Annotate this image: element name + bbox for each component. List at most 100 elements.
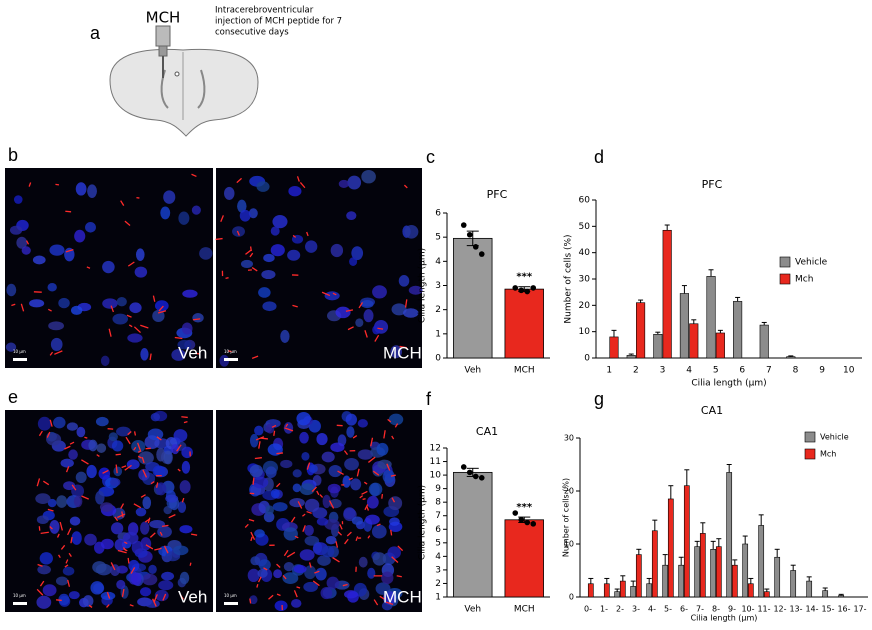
nucleus: [344, 458, 359, 470]
bar: [636, 555, 641, 597]
nucleus: [293, 469, 302, 477]
x-tick-label: 17-: [853, 605, 866, 614]
nucleus: [346, 426, 354, 437]
bar: [680, 293, 689, 358]
nucleus: [155, 300, 169, 311]
nucleus: [116, 427, 131, 437]
error-bar: [759, 515, 764, 526]
bar: [759, 525, 764, 597]
nucleus: [192, 205, 201, 214]
y-tick-label: 40: [579, 248, 591, 258]
nucleus: [326, 536, 337, 544]
nucleus: [271, 244, 285, 256]
nucleus: [399, 275, 410, 287]
bar: [679, 565, 684, 597]
data-point: [461, 464, 467, 470]
y-tick-label: 0: [584, 354, 590, 364]
error-bar: [735, 297, 740, 301]
x-tick-label: 8: [793, 366, 799, 376]
nucleus: [254, 426, 263, 436]
data-point: [473, 474, 479, 480]
nucleus: [266, 505, 274, 514]
bar: [716, 547, 721, 597]
x-tick-label: MCH: [514, 366, 535, 376]
cilium: [382, 494, 383, 499]
bar: [839, 595, 844, 597]
nucleus: [252, 477, 268, 489]
nucleus: [342, 476, 350, 488]
y-tick-label: 30: [564, 434, 574, 443]
bar: [760, 325, 769, 358]
x-tick-label: 3: [660, 366, 666, 376]
y-tick-label: 10: [579, 327, 591, 337]
nucleus: [131, 572, 141, 585]
cilium: [250, 599, 251, 604]
bar: [791, 571, 796, 598]
nucleus: [36, 596, 51, 609]
nucleus: [364, 309, 374, 322]
cilium: [363, 499, 366, 500]
x-tick-label: 15-: [821, 605, 834, 614]
nucleus: [112, 440, 123, 451]
bar: [505, 520, 544, 597]
nucleus: [349, 257, 357, 266]
nucleus: [142, 496, 151, 509]
nucleus: [199, 247, 212, 260]
nucleus: [257, 569, 267, 578]
nucleus: [280, 460, 292, 468]
nucleus: [116, 580, 125, 589]
bar: [610, 337, 619, 358]
nucleus: [367, 496, 379, 509]
error-bar: [695, 541, 700, 546]
nucleus: [35, 493, 50, 504]
nucleus: [309, 465, 318, 473]
nucleus: [102, 261, 115, 273]
nucleus: [110, 478, 121, 486]
nucleus: [37, 515, 49, 524]
data-point: [524, 289, 530, 295]
legend-swatch: [805, 449, 815, 459]
cilium: [257, 584, 258, 587]
brain-schematic: [110, 26, 258, 136]
nucleus: [83, 595, 94, 607]
nucleus: [305, 240, 317, 253]
bar: [727, 472, 732, 597]
cilium: [255, 458, 262, 459]
bar: [620, 581, 625, 597]
x-tick-label: 9-: [728, 605, 736, 614]
nucleus: [250, 556, 260, 565]
bar: [695, 547, 700, 597]
nucleus: [232, 226, 245, 237]
legend-swatch: [780, 257, 790, 267]
nucleus: [322, 546, 335, 557]
x-tick-label: 6: [739, 366, 745, 376]
x-axis-label: Cilia length (μm): [691, 614, 758, 623]
error-bar: [668, 486, 673, 499]
nucleus: [180, 480, 191, 494]
bar: [707, 276, 716, 358]
scale-bar-label: 10 μm: [13, 349, 26, 354]
x-tick-label: Veh: [464, 366, 481, 376]
nucleus: [240, 210, 251, 222]
error-bar: [807, 577, 812, 581]
nucleus: [76, 427, 85, 438]
nucleus: [101, 356, 110, 366]
bar: [732, 565, 737, 597]
nucleus: [272, 215, 287, 228]
data-point: [467, 232, 473, 238]
nucleus: [369, 483, 383, 496]
bar: [668, 499, 673, 597]
nucleus: [53, 417, 66, 429]
y-tick-label: 0: [435, 354, 441, 364]
scale-bar-label: 10 μm: [224, 593, 237, 598]
x-tick-label: 2: [633, 366, 639, 376]
bar: [663, 230, 672, 358]
y-tick-label: 10: [430, 471, 442, 481]
error-bar: [718, 330, 723, 333]
significance: ***: [516, 502, 532, 513]
nucleus: [86, 465, 96, 478]
error-bar: [647, 578, 652, 583]
nucleus: [346, 414, 357, 426]
nucleus: [241, 260, 253, 268]
cilium: [253, 478, 254, 485]
